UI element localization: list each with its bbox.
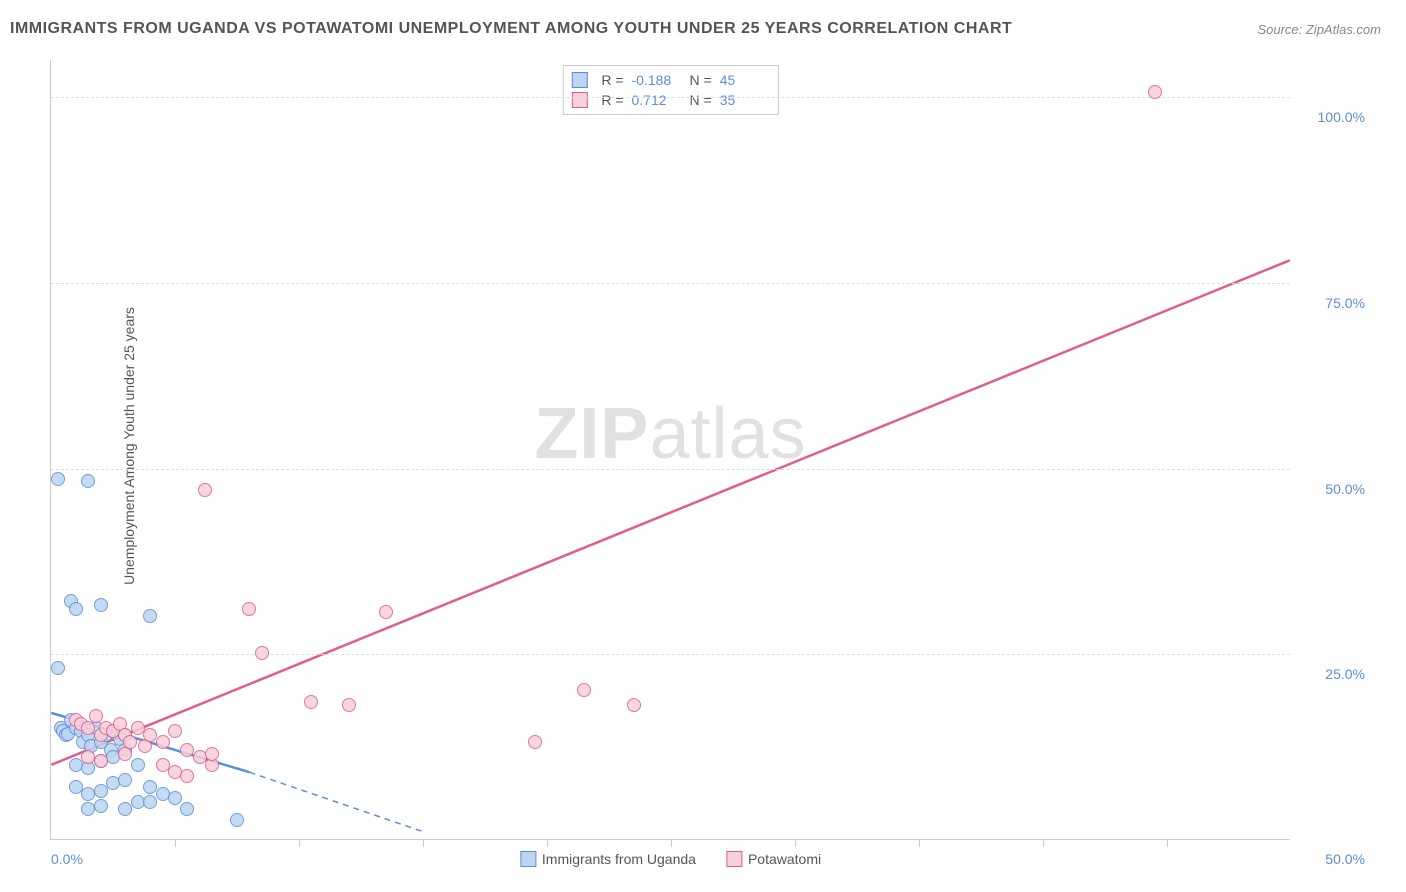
x-minor-tick xyxy=(423,839,424,847)
data-point-potawatomi xyxy=(205,747,219,761)
x-minor-tick xyxy=(919,839,920,847)
x-legend-uganda-label: Immigrants from Uganda xyxy=(542,851,696,867)
data-point-uganda xyxy=(69,602,83,616)
gridline-h xyxy=(51,654,1290,655)
x-minor-tick xyxy=(547,839,548,847)
data-point-uganda xyxy=(94,598,108,612)
data-point-potawatomi xyxy=(528,735,542,749)
y-tick-label: 100.0% xyxy=(1318,109,1365,125)
x-minor-tick xyxy=(175,839,176,847)
x-swatch-potawatomi xyxy=(726,851,742,867)
source-prefix: Source: xyxy=(1257,22,1305,37)
data-point-potawatomi xyxy=(180,769,194,783)
plot-area: ZIPatlas R = -0.188 N = 45 R = 0.712 N =… xyxy=(50,60,1290,840)
data-point-uganda xyxy=(51,661,65,675)
x-tick-label: 50.0% xyxy=(1325,851,1365,867)
gridline-h xyxy=(51,97,1290,98)
data-point-potawatomi xyxy=(255,646,269,660)
data-point-potawatomi xyxy=(242,602,256,616)
data-point-potawatomi xyxy=(94,754,108,768)
x-swatch-uganda xyxy=(520,851,536,867)
x-minor-tick xyxy=(671,839,672,847)
x-minor-tick xyxy=(1167,839,1168,847)
data-point-potawatomi xyxy=(379,605,393,619)
data-point-uganda xyxy=(94,799,108,813)
x-minor-tick xyxy=(795,839,796,847)
chart-title: IMMIGRANTS FROM UGANDA VS POTAWATOMI UNE… xyxy=(10,20,1012,38)
x-legend-potawatomi: Potawatomi xyxy=(726,851,821,867)
data-point-potawatomi xyxy=(168,724,182,738)
data-point-uganda xyxy=(81,474,95,488)
data-point-potawatomi xyxy=(304,695,318,709)
x-legend-potawatomi-label: Potawatomi xyxy=(748,851,821,867)
source-attribution: Source: ZipAtlas.com xyxy=(1257,22,1381,37)
data-point-potawatomi xyxy=(342,698,356,712)
x-minor-tick xyxy=(1043,839,1044,847)
data-point-uganda xyxy=(118,802,132,816)
gridline-h xyxy=(51,283,1290,284)
x-legend-uganda: Immigrants from Uganda xyxy=(520,851,696,867)
data-point-uganda xyxy=(118,773,132,787)
trend-line-potawatomi xyxy=(51,260,1289,764)
data-point-potawatomi xyxy=(198,483,212,497)
x-tick-label: 0.0% xyxy=(51,851,83,867)
chart-svg xyxy=(51,60,1290,839)
data-point-potawatomi xyxy=(577,683,591,697)
x-minor-tick xyxy=(299,839,300,847)
y-tick-label: 50.0% xyxy=(1325,481,1365,497)
data-point-uganda xyxy=(51,472,65,486)
data-point-uganda xyxy=(131,758,145,772)
source-name: ZipAtlas.com xyxy=(1306,22,1381,37)
data-point-potawatomi xyxy=(627,698,641,712)
trend-line-dash-uganda xyxy=(249,772,422,831)
y-tick-label: 25.0% xyxy=(1325,666,1365,682)
data-point-uganda xyxy=(230,813,244,827)
x-axis-legend: Immigrants from Uganda Potawatomi xyxy=(520,851,821,867)
data-point-potawatomi xyxy=(1148,85,1162,99)
data-point-uganda xyxy=(143,609,157,623)
gridline-h xyxy=(51,469,1290,470)
data-point-uganda xyxy=(143,795,157,809)
data-point-potawatomi xyxy=(118,747,132,761)
data-point-potawatomi xyxy=(156,735,170,749)
y-tick-label: 75.0% xyxy=(1325,295,1365,311)
data-point-uganda xyxy=(180,802,194,816)
data-point-uganda xyxy=(168,791,182,805)
